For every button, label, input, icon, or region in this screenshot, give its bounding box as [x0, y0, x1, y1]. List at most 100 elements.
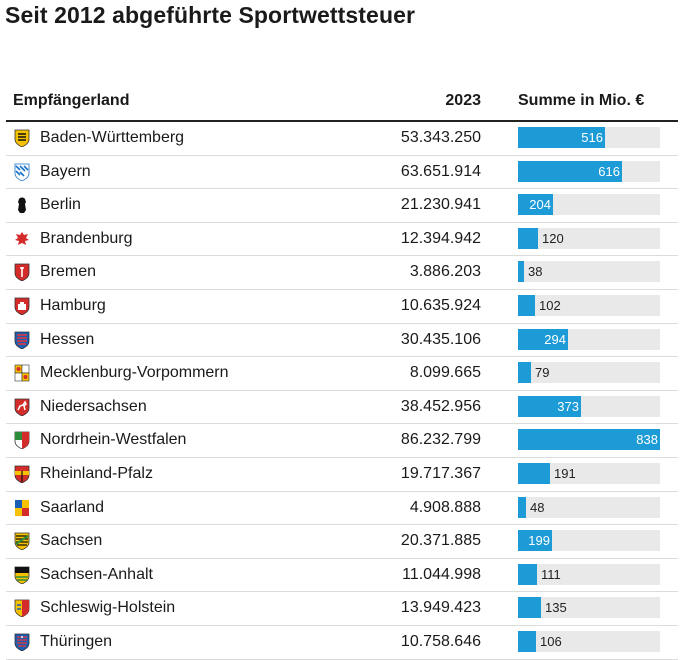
bremen-coat-of-arms-icon — [14, 263, 30, 282]
sum-bar — [518, 160, 622, 182]
bar-track: 48 — [518, 496, 660, 518]
column-header-sum: Summe in Mio. € — [518, 92, 645, 109]
sachsen-coat-of-arms-icon — [14, 532, 30, 551]
bar-track: 204 — [518, 194, 660, 216]
bar-track: 616 — [518, 160, 660, 182]
sum-bar-label: 111 — [541, 566, 561, 582]
table-row: Baden-Württemberg 53.343.250 516 — [6, 122, 678, 156]
year-2023-value: 38.452.956 — [400, 397, 481, 415]
bar-track: 106 — [518, 630, 660, 652]
country-name: Sachsen-Anhalt — [40, 565, 153, 583]
country-name: Thüringen — [40, 632, 113, 650]
sum-bar-label: 48 — [530, 499, 545, 515]
country-name: Bremen — [40, 263, 97, 281]
sum-bar-label: 373 — [557, 398, 579, 414]
thueringen-lion-icon — [14, 633, 30, 651]
sum-bar-label: 294 — [544, 331, 566, 347]
bar-track: 516 — [518, 127, 660, 148]
sum-bar-label: 191 — [554, 465, 576, 481]
year-2023-value: 10.758.646 — [400, 632, 481, 650]
table-row: Hessen 30.435.106 294 — [6, 324, 678, 358]
sum-bar — [518, 496, 526, 518]
country-name: Nordrhein-Westfalen — [40, 431, 187, 449]
sum-bar — [518, 227, 538, 249]
table-row: Sachsen-Anhalt 11.044.998 111 — [6, 559, 678, 593]
table-row: Sachsen 20.371.885 199 — [6, 525, 678, 559]
brandenburg-eagle-icon — [14, 230, 30, 248]
bar-track: 191 — [518, 462, 660, 484]
sum-bar-label: 838 — [636, 432, 658, 448]
table-row: Niedersachsen 38.452.956 373 — [6, 391, 678, 425]
bar-track: 838 — [518, 429, 660, 451]
country-name: Hessen — [40, 330, 95, 348]
page-title: Seit 2012 abgeführte Sportwettsteuer — [5, 2, 416, 28]
sum-bar — [518, 563, 537, 585]
table-row: Bayern 63.651.914 616 — [6, 156, 678, 190]
bar-track: 38 — [518, 261, 660, 283]
nordrhein-westfalen-coat-of-arms-icon — [14, 431, 30, 450]
tax-table: Empfängerland 2023 Summe in Mio. € Baden… — [6, 84, 678, 660]
bar-track: 111 — [518, 563, 660, 585]
sum-bar — [518, 395, 581, 417]
sum-bar-label: 120 — [542, 230, 564, 246]
country-name: Brandenburg — [40, 229, 133, 247]
year-2023-value: 13.949.423 — [400, 599, 481, 617]
baden-wuerttemberg-coat-of-arms-icon — [14, 129, 30, 147]
sum-bar-label: 106 — [540, 633, 562, 649]
column-header-year: 2023 — [445, 92, 481, 109]
country-name: Sachsen — [40, 532, 103, 550]
bayern-coat-of-arms-icon — [14, 163, 30, 181]
sum-bar-label: 204 — [529, 197, 551, 213]
table-row: Thüringen 10.758.646 106 — [6, 626, 678, 660]
table-row: Mecklenburg-Vorpommern 8.099.665 79 — [6, 357, 678, 391]
year-2023-value: 10.635.924 — [400, 296, 481, 314]
bar-track: 294 — [518, 328, 660, 350]
year-2023-value: 3.886.203 — [409, 263, 481, 281]
table-row: Bremen 3.886.203 38 — [6, 256, 678, 290]
year-2023-value: 30.435.106 — [400, 330, 481, 348]
table-row: Rheinland-Pfalz 19.717.367 191 — [6, 458, 678, 492]
sum-bar — [518, 530, 552, 552]
year-2023-value: 4.908.888 — [409, 498, 481, 516]
year-2023-value: 20.371.885 — [400, 532, 481, 550]
sum-bar-label: 516 — [581, 130, 603, 145]
sum-bar — [518, 127, 605, 148]
sum-bar — [518, 328, 568, 350]
country-name: Bayern — [40, 162, 91, 180]
year-2023-value: 8.099.665 — [409, 364, 481, 382]
country-name: Schleswig-Holstein — [40, 599, 176, 617]
table-row: Saarland 4.908.888 48 — [6, 492, 678, 526]
niedersachsen-horse-icon — [14, 398, 30, 416]
sum-bar-label: 102 — [539, 297, 561, 313]
sum-bar — [518, 261, 524, 283]
saarland-coat-of-arms-icon — [14, 499, 30, 517]
table-row: Hamburg 10.635.924 102 — [6, 290, 678, 324]
country-name: Berlin — [40, 196, 81, 214]
sum-bar — [518, 462, 550, 484]
rheinland-pfalz-coat-of-arms-icon — [14, 465, 30, 483]
year-2023-value: 11.044.998 — [402, 565, 481, 583]
country-name: Rheinland-Pfalz — [40, 464, 153, 482]
sum-bar-label: 79 — [535, 365, 550, 381]
year-2023-value: 63.651.914 — [400, 162, 481, 180]
sum-bar-label: 199 — [528, 533, 550, 549]
column-header-country: Empfängerland — [13, 92, 130, 109]
country-name: Mecklenburg-Vorpommern — [40, 364, 229, 382]
year-2023-value: 53.343.250 — [400, 129, 481, 146]
hessen-lion-icon — [14, 331, 30, 349]
schleswig-holstein-coat-of-arms-icon — [14, 599, 30, 618]
year-2023-value: 19.717.367 — [400, 464, 481, 482]
year-2023-value: 21.230.941 — [400, 196, 481, 214]
table-body: Baden-Württemberg 53.343.250 516 Bayern 63.6… — [6, 122, 678, 660]
sum-bar — [518, 362, 531, 384]
country-name: Niedersachsen — [40, 397, 147, 415]
table-row: Nordrhein-Westfalen 86.232.799 838 — [6, 424, 678, 458]
sum-bar-label: 135 — [545, 600, 567, 616]
bar-track: 373 — [518, 395, 660, 417]
table-row: Schleswig-Holstein 13.949.423 135 — [6, 592, 678, 626]
sum-bar — [518, 630, 536, 652]
hamburg-castle-icon — [14, 297, 30, 315]
sum-bar — [518, 194, 553, 216]
country-name: Baden-Württemberg — [40, 129, 185, 146]
sum-bar — [518, 597, 541, 619]
